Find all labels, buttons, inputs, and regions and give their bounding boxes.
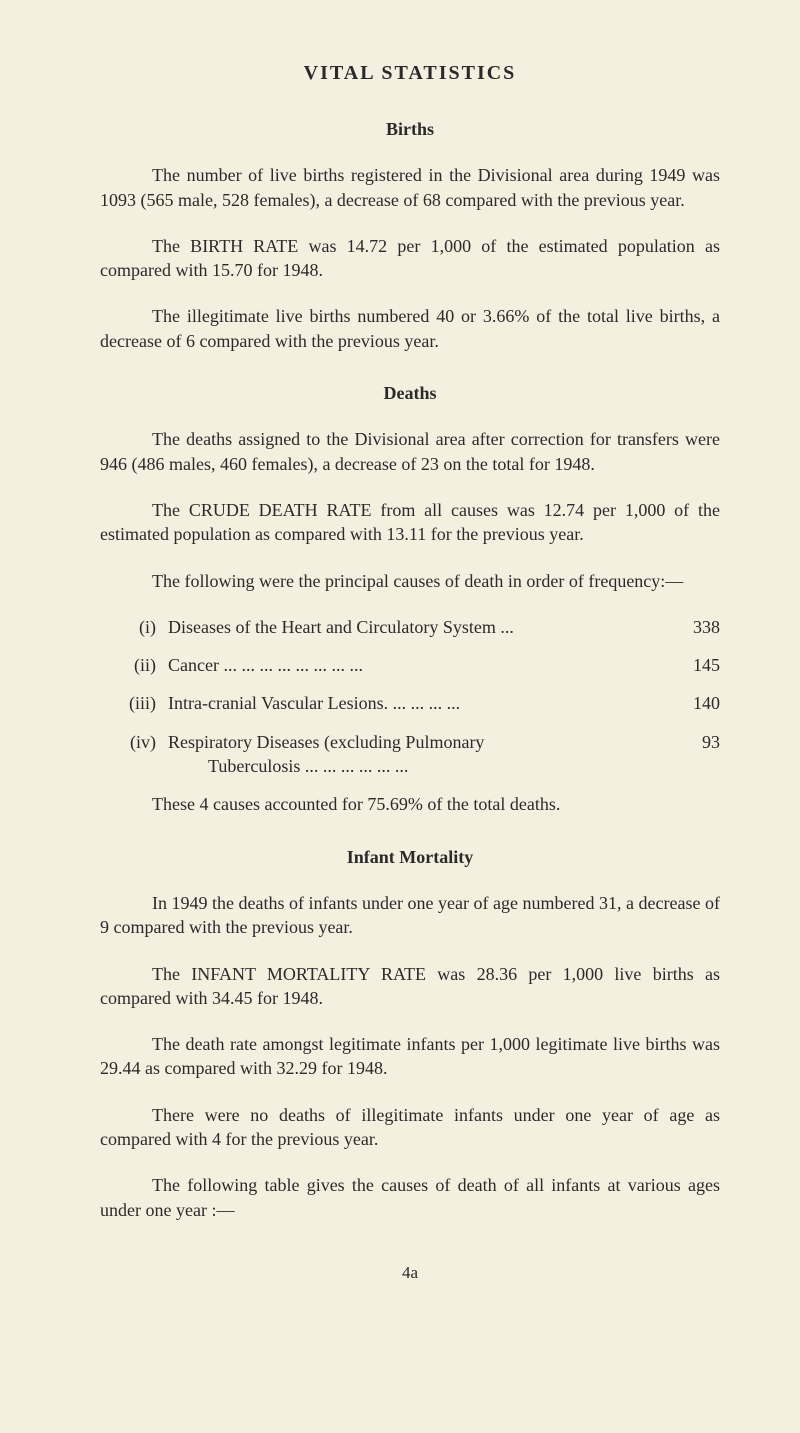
list-text: Cancer ... ... ... ... ... ... ... ... xyxy=(168,653,660,677)
list-text: Respiratory Diseases (excluding Pulmonar… xyxy=(168,730,660,779)
list-value: 140 xyxy=(660,691,720,715)
list-value: 93 xyxy=(660,730,720,754)
paragraph: The number of live births registered in … xyxy=(100,163,720,212)
paragraph: The following table gives the causes of … xyxy=(100,1173,720,1222)
paragraph: These 4 causes accounted for 75.69% of t… xyxy=(100,792,720,816)
paragraph: The illegitimate live births numbered 40… xyxy=(100,304,720,353)
section-heading-births: Births xyxy=(100,117,720,141)
list-text-sub: Tuberculosis ... ... ... ... ... ... xyxy=(168,754,660,778)
paragraph: The deaths assigned to the Divisional ar… xyxy=(100,427,720,476)
list-text: Intra-cranial Vascular Lesions. ... ... … xyxy=(168,691,660,715)
section-heading-infant-mortality: Infant Mortality xyxy=(100,845,720,869)
list-item: (iv) Respiratory Diseases (excluding Pul… xyxy=(100,730,720,779)
page-number: 4a xyxy=(100,1262,720,1285)
paragraph: In 1949 the deaths of infants under one … xyxy=(100,891,720,940)
paragraph: The CRUDE DEATH RATE from all causes was… xyxy=(100,498,720,547)
paragraph: The INFANT MORTALITY RATE was 28.36 per … xyxy=(100,962,720,1011)
list-text: Diseases of the Heart and Circulatory Sy… xyxy=(168,615,660,639)
list-item: (iii) Intra-cranial Vascular Lesions. ..… xyxy=(100,691,720,715)
page-title: VITAL STATISTICS xyxy=(100,60,720,87)
list-roman: (ii) xyxy=(100,653,168,677)
list-value: 145 xyxy=(660,653,720,677)
list-value: 338 xyxy=(660,615,720,639)
list-text-main: Respiratory Diseases (excluding Pulmonar… xyxy=(168,732,484,752)
list-roman: (iv) xyxy=(100,730,168,754)
list-roman: (i) xyxy=(100,615,168,639)
paragraph: The following were the principal causes … xyxy=(100,569,720,593)
section-heading-deaths: Deaths xyxy=(100,381,720,405)
list-item: (i) Diseases of the Heart and Circulator… xyxy=(100,615,720,639)
paragraph: There were no deaths of illegitimate inf… xyxy=(100,1103,720,1152)
document-page: VITAL STATISTICS Births The number of li… xyxy=(0,0,800,1325)
list-roman: (iii) xyxy=(100,691,168,715)
list-item: (ii) Cancer ... ... ... ... ... ... ... … xyxy=(100,653,720,677)
paragraph: The death rate amongst legitimate infant… xyxy=(100,1032,720,1081)
paragraph: The BIRTH RATE was 14.72 per 1,000 of th… xyxy=(100,234,720,283)
